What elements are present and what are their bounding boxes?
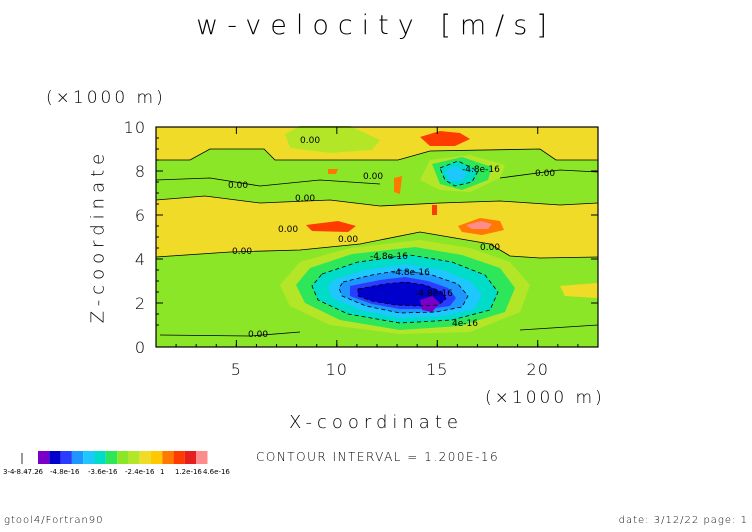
colorbar-label: -7.2 (25, 468, 39, 476)
colorbar-swatch (173, 451, 185, 464)
colorbar (21, 451, 208, 464)
contour-label: 4e-16 (452, 319, 478, 329)
colorbar-label: -2.4e-16 (125, 468, 155, 476)
colorbar-label: -3.6e-16 (88, 468, 118, 476)
colorbar-swatch (184, 451, 197, 464)
colorbar-swatch (105, 451, 118, 464)
y-tick-label: 10 (124, 118, 146, 137)
contour-label: -4.8e-16 (462, 165, 500, 175)
x-axis-label: X-coordinate (289, 412, 463, 433)
contour-label: -4.8e-16 (392, 268, 430, 278)
contour-label: 0.00 (363, 172, 383, 182)
contour-line-dashed (311, 254, 499, 324)
footer-software: gtool4/Fortran90 (4, 515, 104, 526)
colorbar-swatch (117, 451, 129, 464)
colorbar-label: -6 (36, 468, 43, 476)
contour-band (306, 221, 356, 232)
contour-label: 0.00 (228, 181, 248, 191)
contour-label: 0.00 (535, 169, 555, 179)
colorbar-label: 1 (160, 468, 165, 476)
contour-band (466, 221, 492, 229)
contour-line (519, 324, 599, 331)
contour-band (156, 196, 598, 258)
y-axis-unit: (×1000 m) (46, 88, 166, 108)
contour-label: 0.00 (295, 194, 315, 204)
contour-line-dashed (338, 269, 469, 314)
contour-line (155, 177, 381, 187)
contour-fills (156, 126, 598, 347)
colorbar-swatch (139, 451, 151, 464)
contour-label: 0.00 (300, 136, 320, 146)
contour-line (499, 169, 599, 179)
contour-line (156, 148, 598, 161)
x-tick-label: 5 (231, 360, 242, 379)
contour-band (420, 131, 470, 146)
x-tick-label: 10 (326, 360, 348, 379)
colorbar-label: 4.6e-16 (203, 468, 230, 476)
colorbar-swatch (38, 451, 50, 464)
colorbar-swatch (196, 451, 208, 464)
colorbar-label: -4.8e-16 (50, 468, 80, 476)
colorbar-swatch (83, 451, 95, 464)
colorbar-swatch (94, 451, 106, 464)
contour-line-dashed (357, 281, 447, 307)
colorbar-swatch (128, 451, 140, 464)
y-tick-label: 4 (135, 250, 146, 269)
y-tick-label: 2 (135, 294, 146, 313)
y-tick-label: 6 (135, 206, 146, 225)
colorbar-swatch (162, 451, 174, 464)
contour-lines (155, 148, 599, 337)
contour-label: 0.00 (248, 330, 268, 340)
colorbar-swatch (60, 451, 72, 464)
contour-band (285, 126, 380, 153)
contour-label: 0.00 (338, 235, 358, 245)
colorbar-label: 1.2e-16 (175, 468, 202, 476)
contour-band (560, 283, 598, 298)
x-tick-label: 20 (527, 360, 549, 379)
y-tick-label: 0 (135, 338, 146, 357)
contour-label: -4.8e-16 (370, 252, 408, 262)
contour-band (394, 176, 402, 194)
contour-label: 0.00 (480, 243, 500, 253)
contour-band (432, 205, 437, 215)
contour-band (328, 169, 338, 174)
contour-band (420, 296, 440, 312)
colorbar-swatch (71, 451, 84, 464)
contour-band (445, 166, 467, 181)
contour-label: 0.00 (232, 247, 252, 257)
contour-label: -4.8e-16 (415, 289, 453, 299)
footer-date-page: date: 3/12/22 page: 1 (618, 515, 748, 526)
chart-title: w-velocity [m/s] (196, 10, 556, 41)
contour-interval-note: CONTOUR INTERVAL = 1.200E-16 (256, 450, 500, 464)
colorbar-swatch (49, 451, 61, 464)
axis-ticks: 0 2 4 6 8 10 5 10 15 20 (124, 118, 599, 379)
colorbar-label: -8.4 (14, 468, 28, 476)
x-tick-label: 15 (426, 360, 448, 379)
contour-line (159, 331, 301, 337)
colorbar-label: 3-4 (3, 468, 15, 476)
colorbar-swatch (151, 451, 163, 464)
contour-labels: 0.00 0.00 0.00 0.00 0.00 0.00 0.00 0.00 0.00 0.00… (228, 136, 555, 340)
y-tick-label: 8 (135, 162, 146, 181)
contour-line (155, 231, 599, 259)
x-axis-unit: (×1000 m) (485, 388, 605, 408)
contour-label: 0.00 (278, 225, 298, 235)
contour-line (155, 195, 599, 207)
